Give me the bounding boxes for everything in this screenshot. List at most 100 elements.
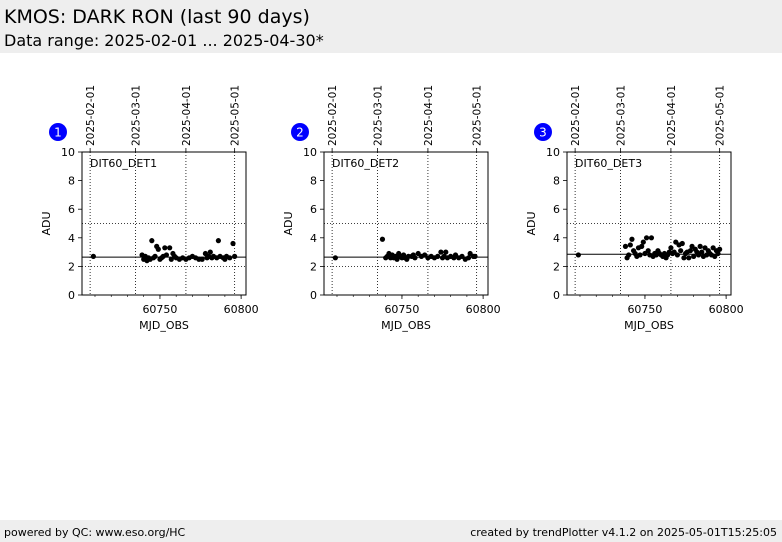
y-axis-label: ADU bbox=[525, 211, 538, 235]
series-label: DIT60_DET2 bbox=[332, 157, 399, 170]
data-point bbox=[163, 252, 170, 258]
data-point bbox=[629, 236, 635, 242]
footer-bar: powered by QC: www.eso.org/HC created by… bbox=[0, 520, 782, 542]
date-tick-label: 2025-03-01 bbox=[373, 85, 385, 146]
data-point bbox=[575, 252, 581, 258]
plot-frame bbox=[566, 151, 732, 296]
data-point bbox=[149, 238, 155, 244]
panel-number-label: 2 bbox=[296, 126, 304, 140]
data-point bbox=[639, 243, 645, 249]
plot-frame bbox=[323, 151, 489, 296]
data-point bbox=[645, 248, 651, 254]
data-point bbox=[207, 249, 213, 255]
y-tick-label: 0 bbox=[68, 289, 75, 302]
data-point bbox=[227, 255, 233, 261]
data-point bbox=[90, 253, 96, 259]
panel-number-badge bbox=[534, 123, 552, 141]
x-axis-label: MJD_OBS bbox=[624, 319, 674, 332]
data-point bbox=[637, 252, 643, 258]
panel-number-badge bbox=[49, 123, 67, 141]
data-point bbox=[627, 242, 633, 248]
y-tick-label: 10 bbox=[546, 146, 560, 159]
data-point bbox=[715, 250, 721, 257]
data-point bbox=[622, 243, 629, 249]
x-tick-label: 60800 bbox=[466, 303, 501, 316]
y-tick-label: 2 bbox=[310, 260, 317, 273]
data-point bbox=[152, 253, 158, 259]
data-point bbox=[332, 255, 338, 261]
data-point bbox=[155, 246, 161, 252]
data-point bbox=[232, 253, 238, 259]
data-point bbox=[681, 255, 687, 261]
data-point bbox=[230, 240, 236, 247]
data-point bbox=[438, 249, 444, 255]
date-tick-label: 2025-04-01 bbox=[181, 85, 193, 146]
data-point bbox=[643, 235, 650, 241]
data-point bbox=[687, 248, 694, 254]
chart-panel-2: 2025-02-01 2025-03-01 2025-04-01 2025-05-01… bbox=[282, 85, 501, 332]
y-tick-label: 10 bbox=[61, 146, 75, 159]
chart-panel-3: 2025-02-01 2025-03-01 2025-04-01 2025-05-01… bbox=[525, 85, 744, 332]
x-tick-label: 60800 bbox=[224, 303, 259, 316]
y-axis-label: ADU bbox=[282, 211, 295, 235]
footer-generator: created by trendPlotter v4.1.2 on 2025-0… bbox=[470, 526, 777, 539]
data-point bbox=[162, 245, 168, 251]
y-tick-label: 6 bbox=[310, 203, 317, 216]
data-point bbox=[435, 253, 441, 259]
date-tick-label: 2025-03-01 bbox=[131, 85, 143, 146]
x-tick-label: 60750 bbox=[384, 303, 419, 316]
data-point bbox=[626, 252, 632, 258]
data-point bbox=[678, 248, 684, 254]
date-tick-label: 2025-04-01 bbox=[666, 85, 678, 146]
y-tick-label: 4 bbox=[310, 232, 317, 245]
panel-number-label: 1 bbox=[54, 126, 62, 140]
header-bar: KMOS: DARK RON (last 90 days) Data range… bbox=[0, 0, 782, 53]
y-tick-label: 6 bbox=[553, 203, 560, 216]
data-point bbox=[640, 239, 646, 245]
series-label: DIT60_DET3 bbox=[575, 157, 642, 170]
series-label: DIT60_DET1 bbox=[90, 157, 157, 170]
data-point bbox=[691, 253, 697, 259]
y-tick-label: 2 bbox=[553, 260, 560, 273]
y-tick-label: 0 bbox=[310, 289, 317, 302]
chart-panel-1: 2025-02-01 2025-03-01 2025-04-01 2025-05-01… bbox=[40, 85, 259, 332]
y-tick-label: 8 bbox=[553, 175, 560, 188]
data-point bbox=[679, 240, 685, 247]
data-point bbox=[472, 253, 478, 259]
x-tick-label: 60800 bbox=[709, 303, 744, 316]
data-point bbox=[697, 243, 703, 249]
data-point bbox=[648, 235, 655, 241]
x-axis-label: MJD_OBS bbox=[381, 319, 431, 332]
data-point bbox=[668, 245, 674, 251]
data-point bbox=[717, 246, 723, 252]
page-subtitle: Data range: 2025-02-01 ... 2025-04-30* bbox=[4, 31, 324, 50]
data-point bbox=[412, 255, 418, 261]
data-point bbox=[379, 236, 386, 242]
plot-frame bbox=[81, 151, 247, 296]
y-tick-label: 0 bbox=[553, 289, 560, 302]
y-axis-label: ADU bbox=[40, 211, 53, 235]
y-tick-label: 8 bbox=[310, 175, 317, 188]
data-point bbox=[215, 238, 221, 244]
data-point bbox=[686, 255, 692, 261]
date-tick-label: 2025-02-01 bbox=[327, 85, 339, 146]
panel-number-badge bbox=[291, 123, 309, 141]
y-tick-label: 8 bbox=[68, 175, 75, 188]
date-tick-label: 2025-05-01 bbox=[472, 85, 484, 146]
x-tick-label: 60750 bbox=[627, 303, 662, 316]
page-title: KMOS: DARK RON (last 90 days) bbox=[4, 6, 310, 28]
date-tick-label: 2025-05-01 bbox=[230, 85, 242, 146]
date-tick-label: 2025-02-01 bbox=[85, 85, 97, 146]
footer-credit: powered by QC: www.eso.org/HC bbox=[4, 526, 186, 539]
data-point bbox=[699, 249, 705, 255]
data-point bbox=[167, 245, 173, 251]
data-point bbox=[465, 255, 472, 261]
y-tick-label: 4 bbox=[553, 232, 560, 245]
y-tick-label: 10 bbox=[303, 146, 317, 159]
date-tick-label: 2025-05-01 bbox=[715, 85, 727, 146]
y-tick-label: 4 bbox=[68, 232, 75, 245]
y-tick-label: 6 bbox=[68, 203, 75, 216]
data-point bbox=[443, 249, 449, 255]
x-tick-label: 60750 bbox=[142, 303, 177, 316]
